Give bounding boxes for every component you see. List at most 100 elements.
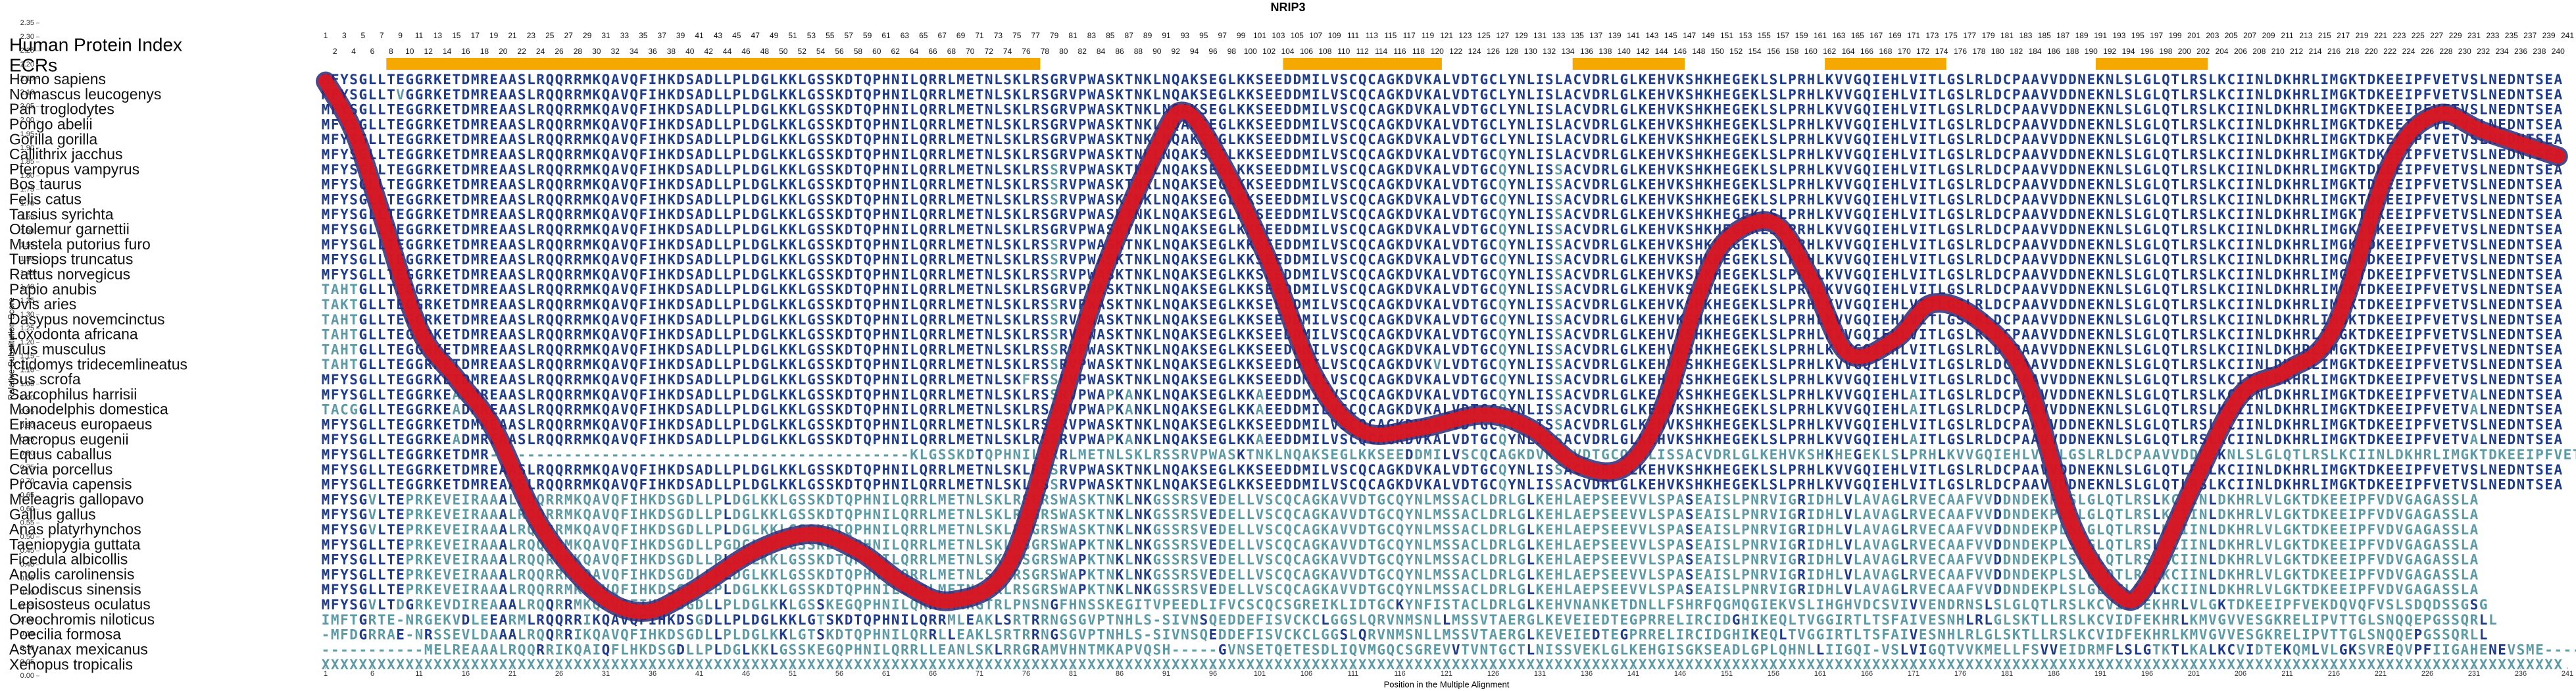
sequence: MFYSGLLTEPRKEVEIRAAALRQQRRMKQAVQFIHKDSGD… <box>322 582 2479 598</box>
index-number: 33 <box>620 31 630 40</box>
ecr-bar <box>1825 58 1946 70</box>
species-name: Pteropus vampyrus <box>9 161 139 178</box>
sequence: TAKTGLLTEGGRKETDMREAASLRQQRRMKQAVQFIHKDS… <box>322 297 2563 313</box>
x-tick-label: 51 <box>789 670 797 678</box>
sequence: TAHTGLLTEGGRKETDMREAASLRQQRRMKQAVQFIHKDS… <box>322 327 2563 343</box>
index-number: 238 <box>2533 47 2546 56</box>
x-tick-label: 181 <box>2001 670 2013 678</box>
index-number: 156 <box>1767 47 1780 56</box>
index-number: 221 <box>2374 31 2387 40</box>
species-name: Tursiops truncatus <box>9 251 133 268</box>
index-number: 137 <box>1589 31 1602 40</box>
y-tick-label: 1.45 <box>20 269 34 277</box>
index-number: 174 <box>1935 47 1948 56</box>
x-tick-label: 31 <box>602 670 610 678</box>
index-number: 149 <box>1702 31 1715 40</box>
index-number: 207 <box>2243 31 2256 40</box>
y-axis-label: Relative Substitution Score <box>6 297 16 400</box>
index-number: 152 <box>1729 47 1743 56</box>
x-tick-label: 141 <box>1627 670 1639 678</box>
ecr-title: ECRs <box>9 55 57 75</box>
index-number: 112 <box>1356 47 1369 56</box>
y-tick-label: 1.55 <box>20 242 34 249</box>
index-number: 86 <box>1115 47 1124 56</box>
sequence: MFYSGLLTEGGRKETDMR----------------------… <box>322 447 2576 463</box>
index-number: 176 <box>1954 47 1967 56</box>
index-number: 210 <box>2271 47 2285 56</box>
sequence: MFYSGLLTEGGRKETDMREAASLRQQRRMKQAVQFIHKDS… <box>322 162 2563 178</box>
index-number: 220 <box>2365 47 2378 56</box>
y-tick-label: 2.35 <box>20 19 34 27</box>
index-number: 2 <box>333 47 337 56</box>
index-number: 39 <box>676 31 685 40</box>
species-name: Meleagris gallopavo <box>9 490 144 507</box>
index-number: 134 <box>1562 47 1575 56</box>
index-number: 121 <box>1440 31 1453 40</box>
y-tick-label: 2.10 <box>20 88 34 96</box>
index-number: 87 <box>1125 31 1134 40</box>
index-number: 132 <box>1543 47 1556 56</box>
y-tick-label: 1.35 <box>20 297 34 305</box>
index-number: 209 <box>2262 31 2275 40</box>
curve-layer <box>316 71 2568 622</box>
index-number: 47 <box>751 31 760 40</box>
index-number: 57 <box>845 31 854 40</box>
sequence: MFYSGLLTEGGRKETDMREAASLRQQRRMKQAVQFIHKDS… <box>322 222 2563 238</box>
y-tick-label: 1.95 <box>20 130 34 138</box>
index-number: 77 <box>1031 31 1041 40</box>
index-number: 202 <box>2196 47 2210 56</box>
index-number: 48 <box>760 47 770 56</box>
index-number: 227 <box>2430 31 2443 40</box>
species-name: Erinaceus europaeus <box>9 415 152 432</box>
sequence: MFYSGLLTEGGRKETDMREAASLRQQRRMKQAVQFIHKDS… <box>322 207 2563 222</box>
index-number: 74 <box>1003 47 1012 56</box>
index-number: 194 <box>2122 47 2135 56</box>
index-number: 40 <box>685 47 695 56</box>
y-tick-label: 0.75 <box>20 463 34 471</box>
species-name: Rattus norvegicus <box>9 265 130 282</box>
index-number: 204 <box>2216 47 2229 56</box>
index-number: 189 <box>2075 31 2089 40</box>
y-tick-label: 1.75 <box>20 186 34 193</box>
x-tick-label: 146 <box>1674 670 1686 678</box>
index-number: 203 <box>2206 31 2219 40</box>
index-number: 79 <box>1050 31 1059 40</box>
index-number: 234 <box>2496 47 2509 56</box>
y-tick-label: 0.70 <box>20 477 34 485</box>
x-tick-label: 116 <box>1394 670 1406 678</box>
index-number: 193 <box>2112 31 2125 40</box>
index-number: 177 <box>1963 31 1976 40</box>
index-number: 140 <box>1618 47 1631 56</box>
x-tick-label: 46 <box>742 670 750 678</box>
x-tick-label: 76 <box>1022 670 1030 678</box>
index-number: 94 <box>1190 47 1199 56</box>
index-number: 66 <box>928 47 937 56</box>
y-tick-label: 0.90 <box>20 422 34 430</box>
x-tick-label: 6 <box>370 670 374 678</box>
index-number: 43 <box>714 31 723 40</box>
species-name: Ictidomys tridecemlineatus <box>9 355 187 372</box>
x-axis-label: Position in the Multiple Alignment <box>1384 679 1510 689</box>
index-number: 81 <box>1068 31 1077 40</box>
index-number: 103 <box>1272 31 1285 40</box>
index-number: 44 <box>723 47 732 56</box>
index-number: 93 <box>1181 31 1190 40</box>
sequence: MFYSGVLTEPRKEVEIRAAALRQQRRMKQAVQFIHKDSGD… <box>322 507 2479 523</box>
index-number: 111 <box>1347 31 1360 40</box>
x-tick-label: 151 <box>1721 670 1733 678</box>
index-number: 128 <box>1505 47 1518 56</box>
index-number: 145 <box>1664 31 1677 40</box>
species-name: Ovis aries <box>9 295 76 313</box>
index-number: 136 <box>1580 47 1593 56</box>
index-number: 185 <box>2038 31 2051 40</box>
species-name: Pelodiscus sinensis <box>9 580 141 598</box>
index-number: 157 <box>1776 31 1789 40</box>
index-number: 84 <box>1097 47 1106 56</box>
index-number: 133 <box>1552 31 1565 40</box>
species-name: Sus scrofa <box>9 371 81 388</box>
index-number: 58 <box>854 47 863 56</box>
index-number: 51 <box>788 31 797 40</box>
x-tick-label: 136 <box>1581 670 1593 678</box>
index-number: 64 <box>910 47 919 56</box>
index-number: 98 <box>1227 47 1237 56</box>
